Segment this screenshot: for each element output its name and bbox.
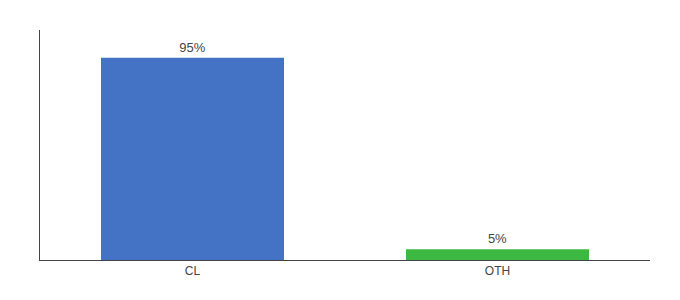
svg-text:95%: 95% bbox=[179, 40, 205, 55]
svg-text:OTH: OTH bbox=[485, 264, 510, 278]
svg-text:5%: 5% bbox=[488, 231, 507, 246]
svg-text:CL: CL bbox=[185, 264, 201, 278]
